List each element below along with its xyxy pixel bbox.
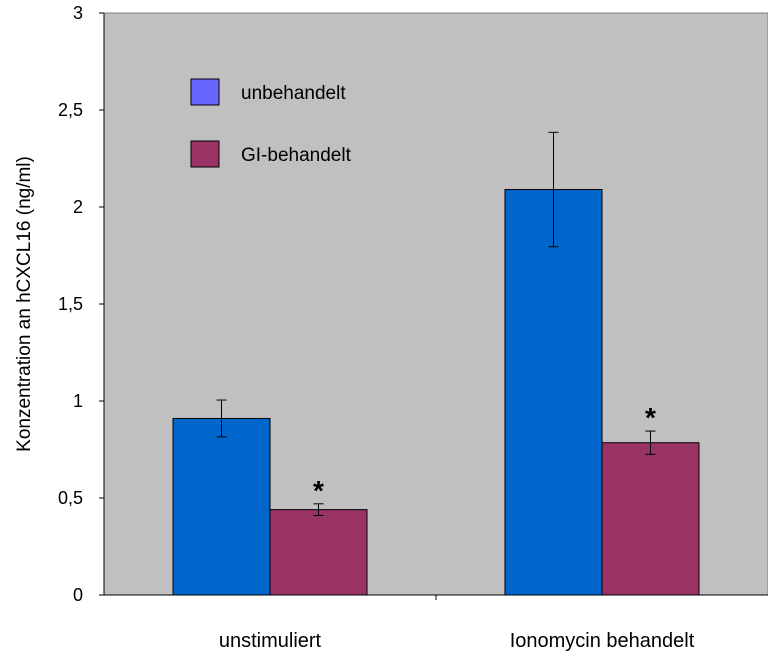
x-tick-label: unstimuliert: [219, 630, 322, 651]
y-tick-label: 2,5: [58, 100, 83, 120]
significance-marker: *: [313, 475, 324, 506]
bars-layer: **: [172, 131, 700, 596]
axes-layer: unstimuliert Ionomycin behandelt 0 0,5 1 1,5 2…: [58, 3, 768, 652]
bar-unbehandelt-ionomycin-behandelt: [504, 189, 603, 596]
y-tick-label: 2: [73, 197, 83, 217]
y-tick-label: 1: [73, 391, 83, 411]
legend: unbehandelt GI-behandelt: [190, 78, 352, 168]
y-tick-label: 0: [73, 585, 83, 605]
bar-gi-behandelt-ionomycin-behandelt: [601, 442, 700, 596]
legend-label: GI-behandelt: [241, 145, 352, 166]
y-tick-label: 0,5: [58, 488, 83, 508]
bar-gi-behandelt-unstimuliert: [269, 509, 368, 596]
legend-swatch: [190, 140, 220, 168]
legend-swatch: [190, 78, 220, 106]
y-axis-title: Konzentration an hCXCL16 (ng/ml): [14, 156, 35, 452]
y-tick-label: 1,5: [58, 294, 83, 314]
legend-label: unbehandelt: [241, 83, 346, 104]
x-tick-label: Ionomycin behandelt: [510, 630, 695, 651]
significance-marker: *: [645, 402, 656, 433]
bar-unbehandelt-unstimuliert: [172, 417, 271, 596]
y-tick-label: 3: [73, 3, 83, 23]
